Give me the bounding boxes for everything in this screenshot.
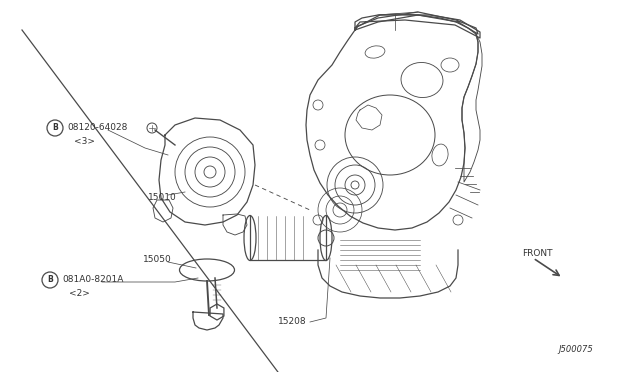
Text: 15050: 15050 — [143, 256, 172, 264]
Text: B: B — [47, 276, 53, 285]
Text: B: B — [52, 124, 58, 132]
Text: J500075: J500075 — [558, 346, 593, 355]
Text: 08120-64028: 08120-64028 — [67, 124, 127, 132]
Text: <2>: <2> — [69, 289, 90, 298]
Text: 081A0-8201A: 081A0-8201A — [62, 276, 124, 285]
Text: <3>: <3> — [74, 138, 95, 147]
Text: FRONT: FRONT — [522, 249, 552, 258]
Text: 15208: 15208 — [278, 317, 307, 327]
Text: 15010: 15010 — [148, 193, 177, 202]
